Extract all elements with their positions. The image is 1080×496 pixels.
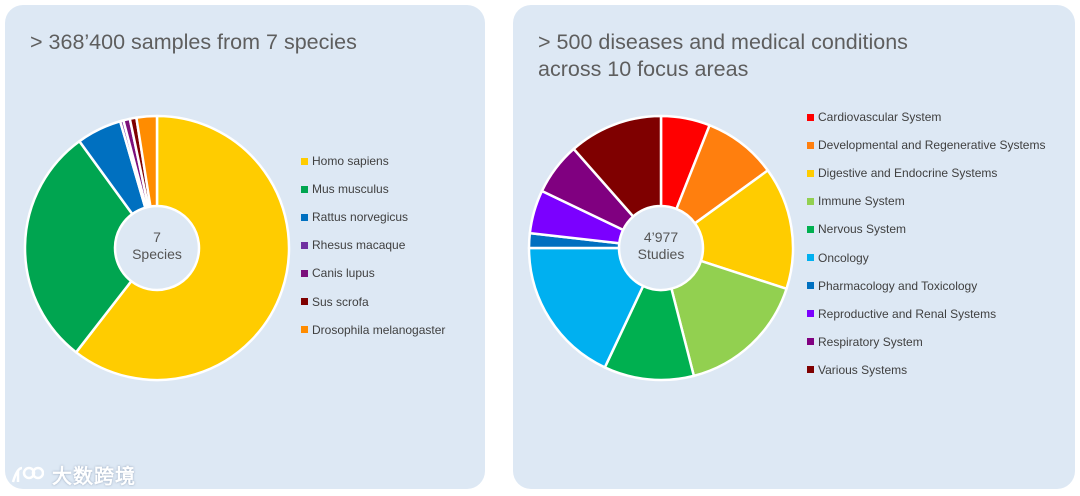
- legend-item-rattus-norvegicus: Rattus norvegicus: [301, 203, 445, 231]
- legend-label: Canis lupus: [312, 266, 375, 281]
- species-donut-chart: 7 Species: [23, 114, 291, 382]
- legend-item-homo-sapiens: Homo sapiens: [301, 147, 445, 175]
- legend-swatch: [807, 113, 814, 121]
- legend-label: Digestive and Endocrine Systems: [818, 166, 998, 181]
- legend-item-pharmacology-and-toxicology: Pharmacology and Toxicology: [807, 272, 1045, 300]
- legend-swatch: [807, 254, 814, 262]
- species-center-caption: Species: [132, 246, 182, 262]
- legend-item-reproductive-and-renal-systems: Reproductive and Renal Systems: [807, 300, 1045, 328]
- legend-label: Various Systems: [818, 362, 908, 377]
- legend-label: Reproductive and Renal Systems: [818, 306, 997, 321]
- legend-label: Nervous System: [818, 222, 907, 237]
- watermark: 大数跨境: [10, 460, 136, 489]
- studies-chart-title: > 500 diseases and medical conditions ac…: [538, 29, 908, 83]
- legend-swatch: [807, 282, 814, 290]
- species-center-count: 7: [153, 229, 161, 245]
- slice-various-systems: [572, 114, 663, 218]
- slice-mus-musculus: [23, 139, 134, 354]
- legend-swatch: [807, 197, 814, 205]
- legend-swatch: [301, 269, 308, 277]
- legend-swatch: [807, 338, 814, 346]
- legend-swatch: [301, 241, 308, 249]
- legend-swatch: [807, 225, 814, 233]
- legend-swatch: [301, 298, 308, 306]
- slice-oncology: [527, 246, 645, 369]
- legend-label: Rattus norvegicus: [312, 210, 409, 225]
- legend-item-drosophila-melanogaster: Drosophila melanogaster: [301, 316, 445, 344]
- legend-swatch: [301, 326, 308, 334]
- species-chart-title: > 368’400 samples from 7 species: [30, 29, 357, 56]
- legend-item-sus-scrofa: Sus scrofa: [301, 287, 445, 315]
- legend-item-canis-lupus: Canis lupus: [301, 259, 445, 287]
- legend-label: Rhesus macaque: [312, 238, 406, 253]
- slice-digestive-and-endocrine-systems: [693, 169, 795, 291]
- legend-item-rhesus-macaque: Rhesus macaque: [301, 231, 445, 259]
- legend-label: Drosophila melanogaster: [312, 322, 446, 337]
- legend-label: Oncology: [818, 250, 869, 265]
- legend-swatch: [807, 310, 814, 318]
- studies-legend: Cardiovascular System Developmental and R…: [807, 103, 1045, 384]
- studies-chart-panel: > 500 diseases and medical conditions ac…: [513, 5, 1075, 489]
- legend-label: Immune System: [818, 194, 905, 209]
- slice-drosophila-melanogaster: [135, 114, 159, 208]
- studies-donut-chart: 4’977 Studies: [527, 114, 795, 382]
- legend-label: Pharmacology and Toxicology: [818, 278, 978, 293]
- studies-center-caption: Studies: [638, 246, 685, 262]
- studies-title-line-2: across 10 focus areas: [538, 57, 749, 81]
- legend-swatch: [807, 366, 814, 374]
- slice-immune-system: [670, 259, 788, 378]
- watermark-logo-icon: [11, 466, 44, 482]
- legend-swatch: [301, 157, 308, 165]
- legend-swatch: [807, 141, 814, 149]
- studies-center-count: 4’977: [644, 229, 678, 245]
- legend-label: Respiratory System: [818, 334, 923, 349]
- species-center-label: 7 Species: [132, 229, 182, 262]
- legend-item-oncology: Oncology: [807, 243, 1045, 271]
- studies-title-line-1: > 500 diseases and medical conditions: [538, 30, 908, 54]
- legend-label: Cardiovascular System: [818, 110, 942, 125]
- species-legend: Homo sapiens Mus musculus Rattus norvegicu…: [301, 147, 445, 344]
- legend-item-developmental-and-regenerative-systems: Developmental and Regenerative Systems: [807, 131, 1045, 159]
- slice-homo-sapiens: [74, 114, 291, 382]
- legend-label: Mus musculus: [312, 182, 389, 197]
- studies-center-label: 4’977 Studies: [638, 229, 685, 262]
- species-title-line: > 368’400 samples from 7 species: [30, 30, 357, 54]
- legend-item-immune-system: Immune System: [807, 187, 1045, 215]
- legend-item-mus-musculus: Mus musculus: [301, 175, 445, 203]
- legend-item-cardiovascular-system: Cardiovascular System: [807, 103, 1045, 131]
- species-chart-panel: > 368’400 samples from 7 species 7 Speci…: [5, 5, 485, 489]
- legend-swatch: [807, 169, 814, 177]
- legend-item-nervous-system: Nervous System: [807, 215, 1045, 243]
- legend-item-various-systems: Various Systems: [807, 356, 1045, 384]
- legend-label: Developmental and Regenerative Systems: [818, 138, 1046, 153]
- species-slices: [23, 114, 291, 382]
- studies-slices: [527, 114, 795, 382]
- legend-swatch: [301, 185, 308, 193]
- legend-label: Homo sapiens: [312, 154, 389, 169]
- watermark-text: 大数跨境: [52, 466, 136, 488]
- legend-swatch: [301, 213, 308, 221]
- legend-item-respiratory-system: Respiratory System: [807, 328, 1045, 356]
- legend-label: Sus scrofa: [312, 294, 369, 309]
- legend-item-digestive-and-endocrine-systems: Digestive and Endocrine Systems: [807, 159, 1045, 187]
